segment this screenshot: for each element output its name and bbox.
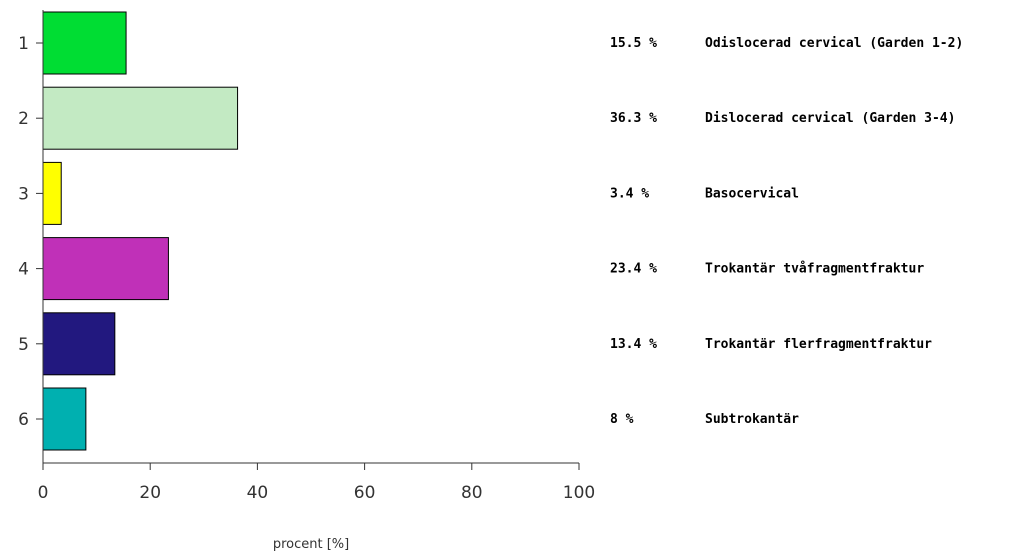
legend-description: Basocervical	[705, 186, 799, 201]
legend-description: Odislocerad cervical (Garden 1-2)	[705, 36, 963, 51]
x-tick-label: 60	[354, 483, 376, 503]
x-tick-label: 20	[139, 483, 161, 503]
bar-2	[42, 86, 239, 150]
legend: 15.5 % Odislocerad cervical (Garden 1-2) 3…	[610, 36, 963, 427]
y-tick-label: 1	[18, 34, 29, 54]
legend-value: 13.4 %	[610, 337, 657, 352]
bar-3	[42, 161, 62, 225]
bar-5	[42, 312, 116, 376]
x-tick-label: 100	[563, 483, 595, 503]
y-tick-label: 5	[18, 335, 29, 355]
legend-value: 8 %	[610, 412, 634, 427]
y-tick-group: 1 2 3 4 5 6	[18, 34, 43, 430]
legend-description: Dislocerad cervical (Garden 3-4)	[705, 111, 955, 126]
x-tick-label: 80	[461, 483, 483, 503]
x-tick-group: 0 20 40 60 80 100	[38, 463, 595, 503]
y-tick-label: 3	[18, 184, 29, 204]
x-tick-label: 40	[247, 483, 269, 503]
bar-1	[42, 11, 127, 75]
legend-value: 23.4 %	[610, 262, 657, 277]
bar-group	[42, 11, 239, 451]
legend-description: Subtrokantär	[705, 412, 799, 427]
x-tick-label: 0	[38, 483, 49, 503]
y-tick-label: 6	[18, 410, 29, 430]
bar-6	[42, 387, 87, 451]
bar-4	[42, 237, 169, 301]
y-tick-label: 4	[18, 260, 29, 280]
x-axis-title: procent [%]	[273, 537, 349, 552]
legend-description: Trokantär tvåfragmentfraktur	[705, 262, 924, 277]
y-tick-label: 2	[18, 109, 29, 129]
legend-value: 3.4 %	[610, 186, 649, 201]
legend-value: 36.3 %	[610, 111, 657, 126]
legend-value: 15.5 %	[610, 36, 657, 51]
legend-description: Trokantär flerfragmentfraktur	[705, 337, 932, 352]
